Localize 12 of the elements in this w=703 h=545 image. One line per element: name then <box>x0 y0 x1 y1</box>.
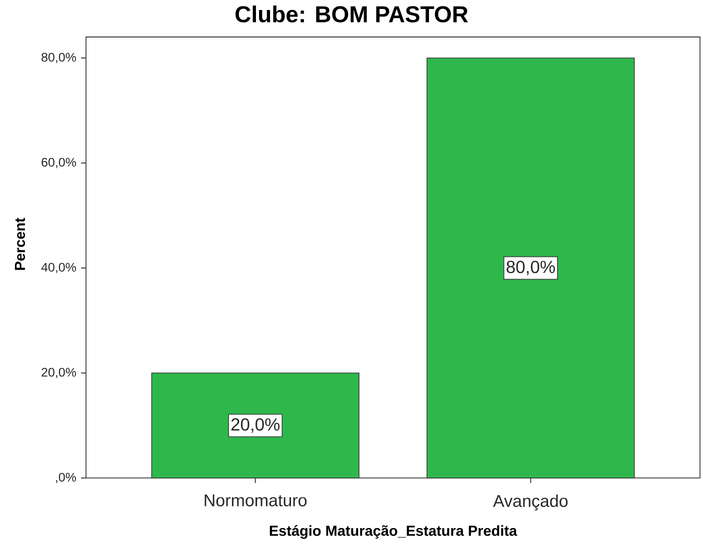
y-axis-title: Percent <box>14 218 26 270</box>
y-tick-label: 20,0% <box>42 368 76 378</box>
y-tick-label: 40,0% <box>41 262 76 274</box>
chart-title: Clube: BOM PASTOR <box>236 6 468 22</box>
x-axis-title: Estágio Maturação_Estatura Predita <box>270 525 518 539</box>
y-tick-label: 60,0% <box>42 158 76 168</box>
x-tick-label: Normomaturo <box>204 494 307 506</box>
y-tick-label: ,0% <box>56 472 76 484</box>
data-label: 20,0% <box>231 418 280 433</box>
y-tick-label: 80,0% <box>42 52 76 64</box>
data-label: 80,0% <box>506 260 555 276</box>
x-tick-label: Avançado <box>493 494 568 510</box>
